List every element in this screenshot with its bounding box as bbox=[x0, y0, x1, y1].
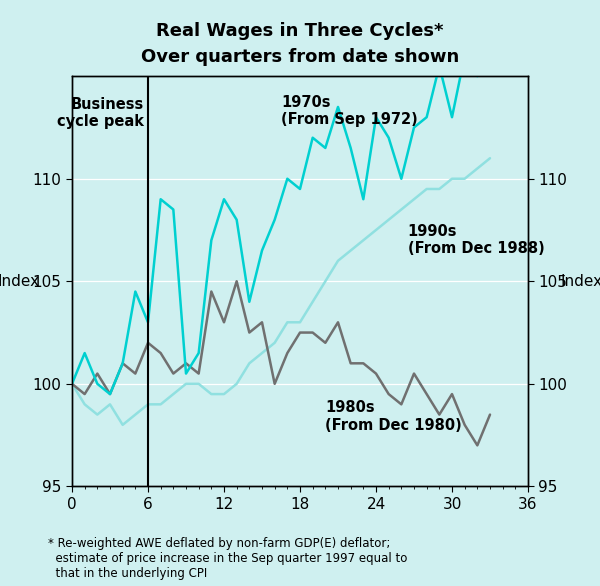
Title: Real Wages in Three Cycles*
Over quarters from date shown: Real Wages in Three Cycles* Over quarter… bbox=[141, 22, 459, 66]
Y-axis label: Index: Index bbox=[560, 274, 600, 289]
Text: * Re-weighted AWE deflated by non-farm GDP(E) deflator;
  estimate of price incr: * Re-weighted AWE deflated by non-farm G… bbox=[48, 537, 407, 580]
Text: 1990s
(From Dec 1988): 1990s (From Dec 1988) bbox=[407, 224, 544, 257]
Y-axis label: Index: Index bbox=[0, 274, 40, 289]
Text: 1980s
(From Dec 1980): 1980s (From Dec 1980) bbox=[325, 400, 462, 432]
Text: Business
cycle peak: Business cycle peak bbox=[57, 97, 144, 129]
Text: 1970s
(From Sep 1972): 1970s (From Sep 1972) bbox=[281, 95, 418, 127]
